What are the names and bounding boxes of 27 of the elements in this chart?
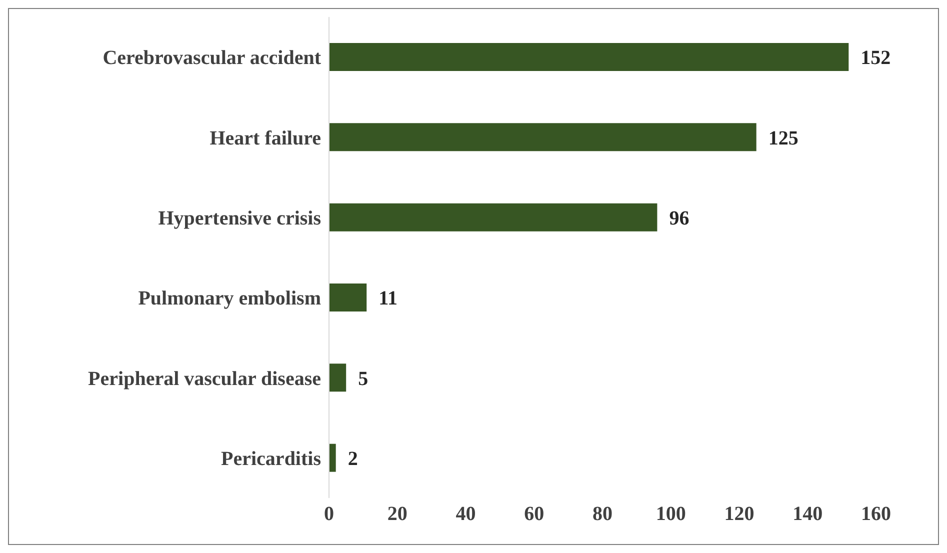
y-tick-label: Pulmonary embolism bbox=[138, 288, 322, 310]
y-tick-label: Peripheral vascular disease bbox=[88, 368, 322, 390]
y-tick-label: Heart failure bbox=[210, 127, 322, 150]
bar bbox=[329, 364, 346, 392]
x-tick-label: 60 bbox=[524, 503, 544, 526]
bar bbox=[329, 444, 336, 472]
x-tick-label: 20 bbox=[387, 503, 408, 526]
data-label: 5 bbox=[358, 368, 368, 390]
data-label: 152 bbox=[860, 47, 891, 70]
bar bbox=[329, 123, 756, 152]
x-tick-label: 0 bbox=[324, 503, 334, 526]
bar bbox=[329, 284, 367, 312]
x-tick-label: 80 bbox=[592, 503, 612, 526]
x-tick-label: 40 bbox=[456, 503, 476, 526]
data-label: 125 bbox=[768, 127, 798, 150]
x-tick-label: 160 bbox=[861, 503, 891, 526]
y-tick-label: Cerebrovascular accident bbox=[102, 47, 322, 70]
y-tick-label: Hypertensive crisis bbox=[158, 208, 322, 230]
y-tick-label: Pericarditis bbox=[221, 448, 322, 470]
data-label: 96 bbox=[669, 207, 690, 230]
x-tick-label: 140 bbox=[792, 503, 823, 526]
data-label: 11 bbox=[378, 288, 398, 310]
bar bbox=[329, 43, 849, 71]
bar bbox=[329, 203, 658, 232]
x-tick-label: 100 bbox=[656, 503, 686, 526]
data-label: 2 bbox=[348, 448, 358, 470]
x-tick-label: 120 bbox=[724, 503, 754, 526]
